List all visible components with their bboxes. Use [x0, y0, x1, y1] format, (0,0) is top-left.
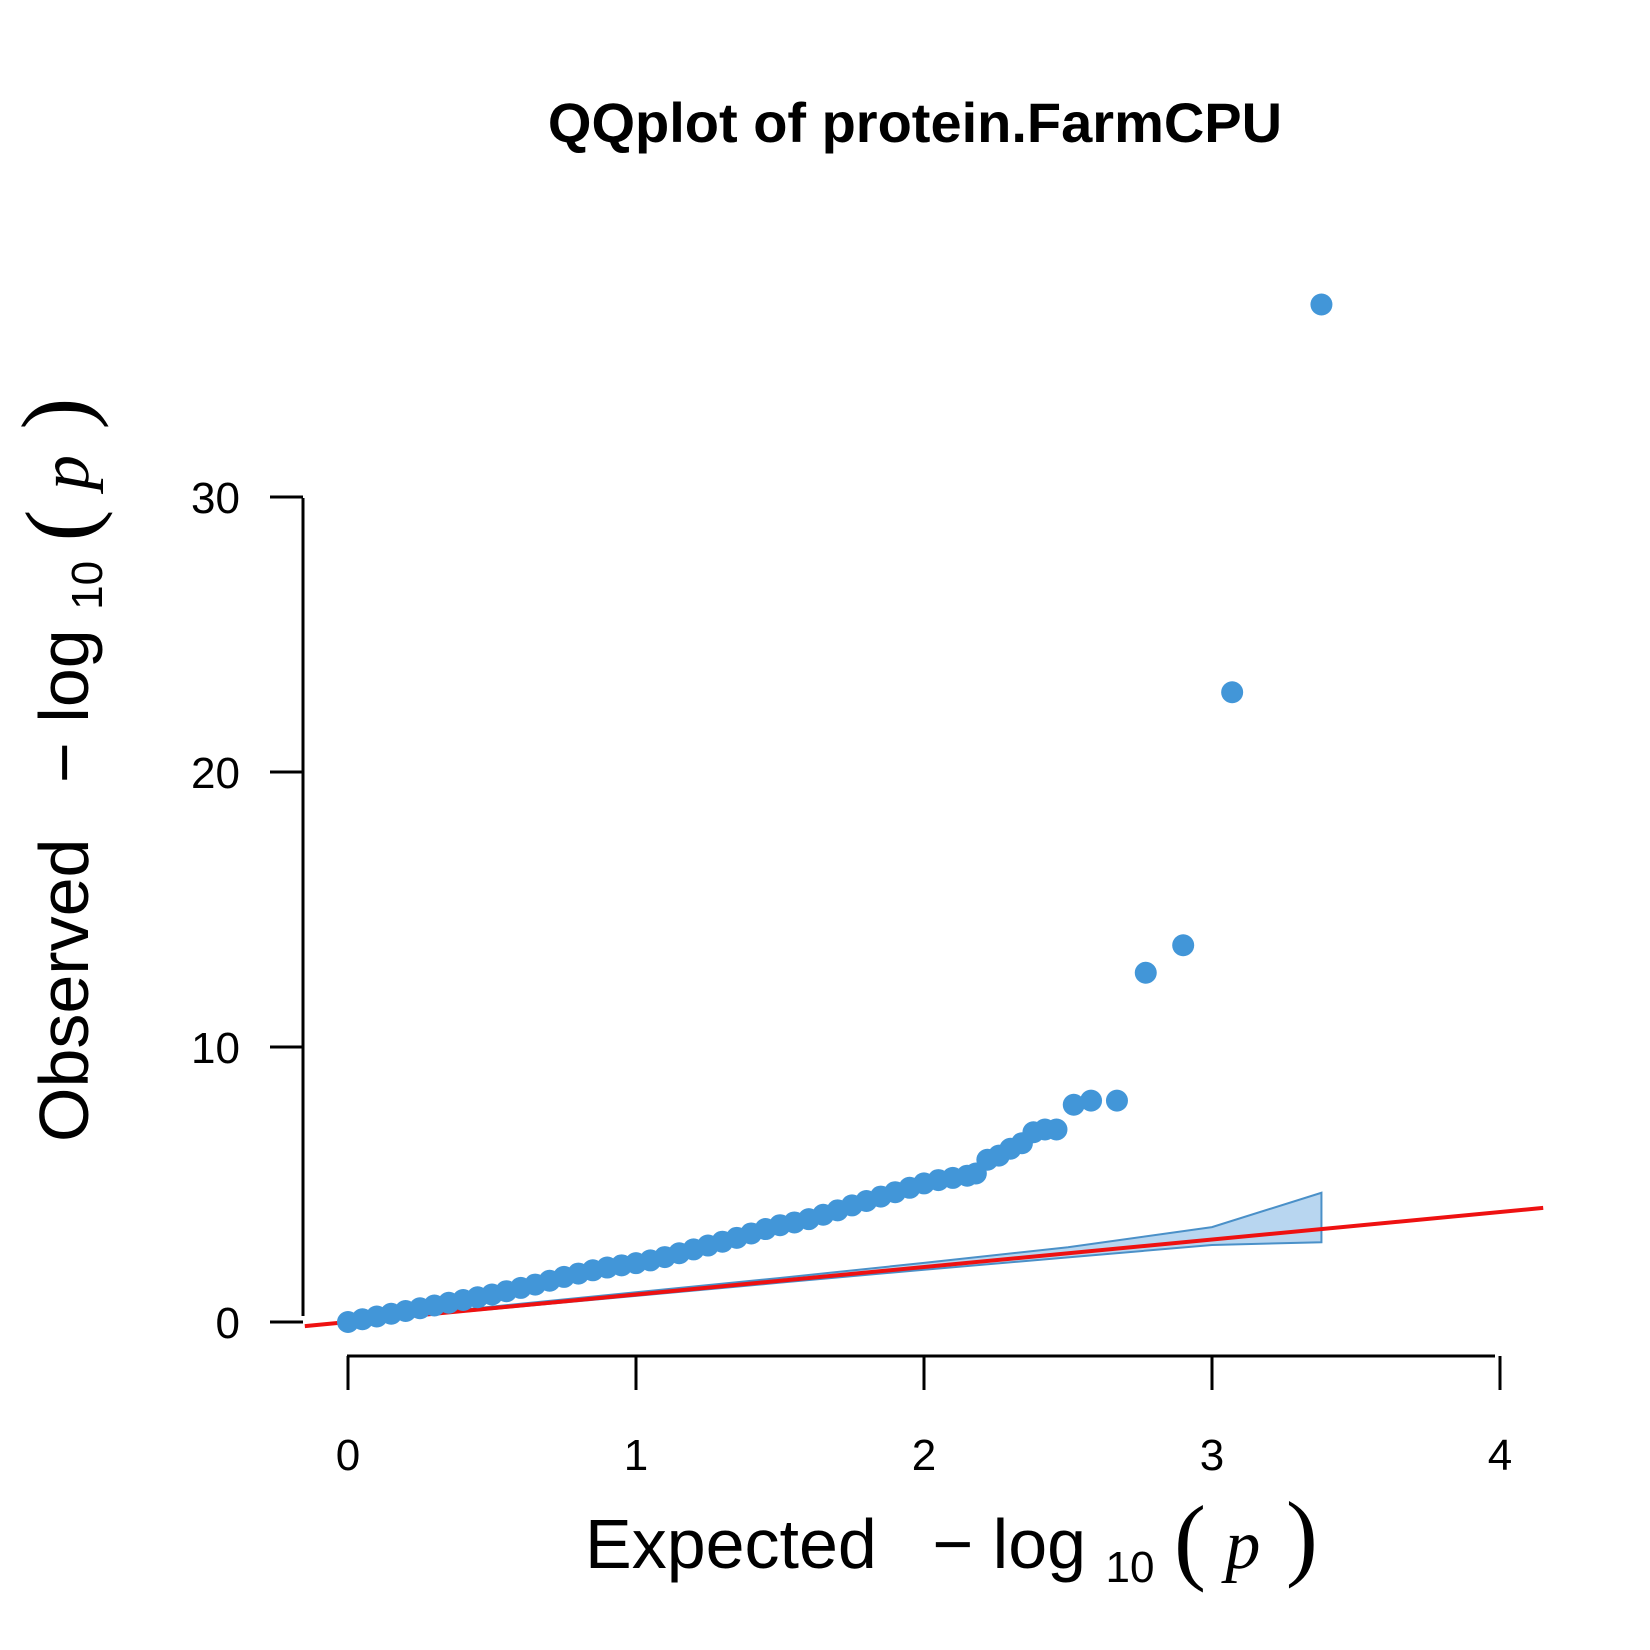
chart-title: QQplot of protein.FarmCPU: [548, 91, 1282, 154]
data-point: [1062, 1093, 1085, 1116]
y-tick-label: 10: [191, 1024, 240, 1073]
reference-line: [304, 1205, 1544, 1329]
plot-area: [304, 293, 1544, 1333]
y-axis-title: Observed − log 10 ( p ): [2, 398, 117, 1142]
data-point: [1045, 1118, 1068, 1141]
x-axis-title: Expected − log 10 ( p ): [585, 1482, 1318, 1597]
x-tick-label: 1: [624, 1431, 648, 1480]
x-tick-label: 0: [336, 1431, 360, 1480]
data-point: [1310, 293, 1333, 316]
data-point: [1080, 1089, 1103, 1112]
y-tick-label: 20: [191, 749, 240, 798]
x-tick-label: 4: [1488, 1431, 1512, 1480]
data-point: [1221, 681, 1244, 704]
y-tick-label: 0: [216, 1299, 240, 1348]
x-axis: 0 1 2 3 4: [336, 1354, 1512, 1480]
x-tick-label: 3: [1200, 1431, 1224, 1480]
data-point: [1134, 961, 1157, 984]
data-point: [1105, 1089, 1128, 1112]
y-axis-ticks: 0 10 20 30: [191, 474, 303, 1348]
y-tick-label: 30: [191, 474, 240, 523]
x-axis-ticks: 0 1 2 3 4: [336, 1356, 1512, 1480]
data-point: [1172, 934, 1195, 957]
x-tick-label: 2: [912, 1431, 936, 1480]
y-axis: 0 10 20 30: [191, 474, 305, 1348]
